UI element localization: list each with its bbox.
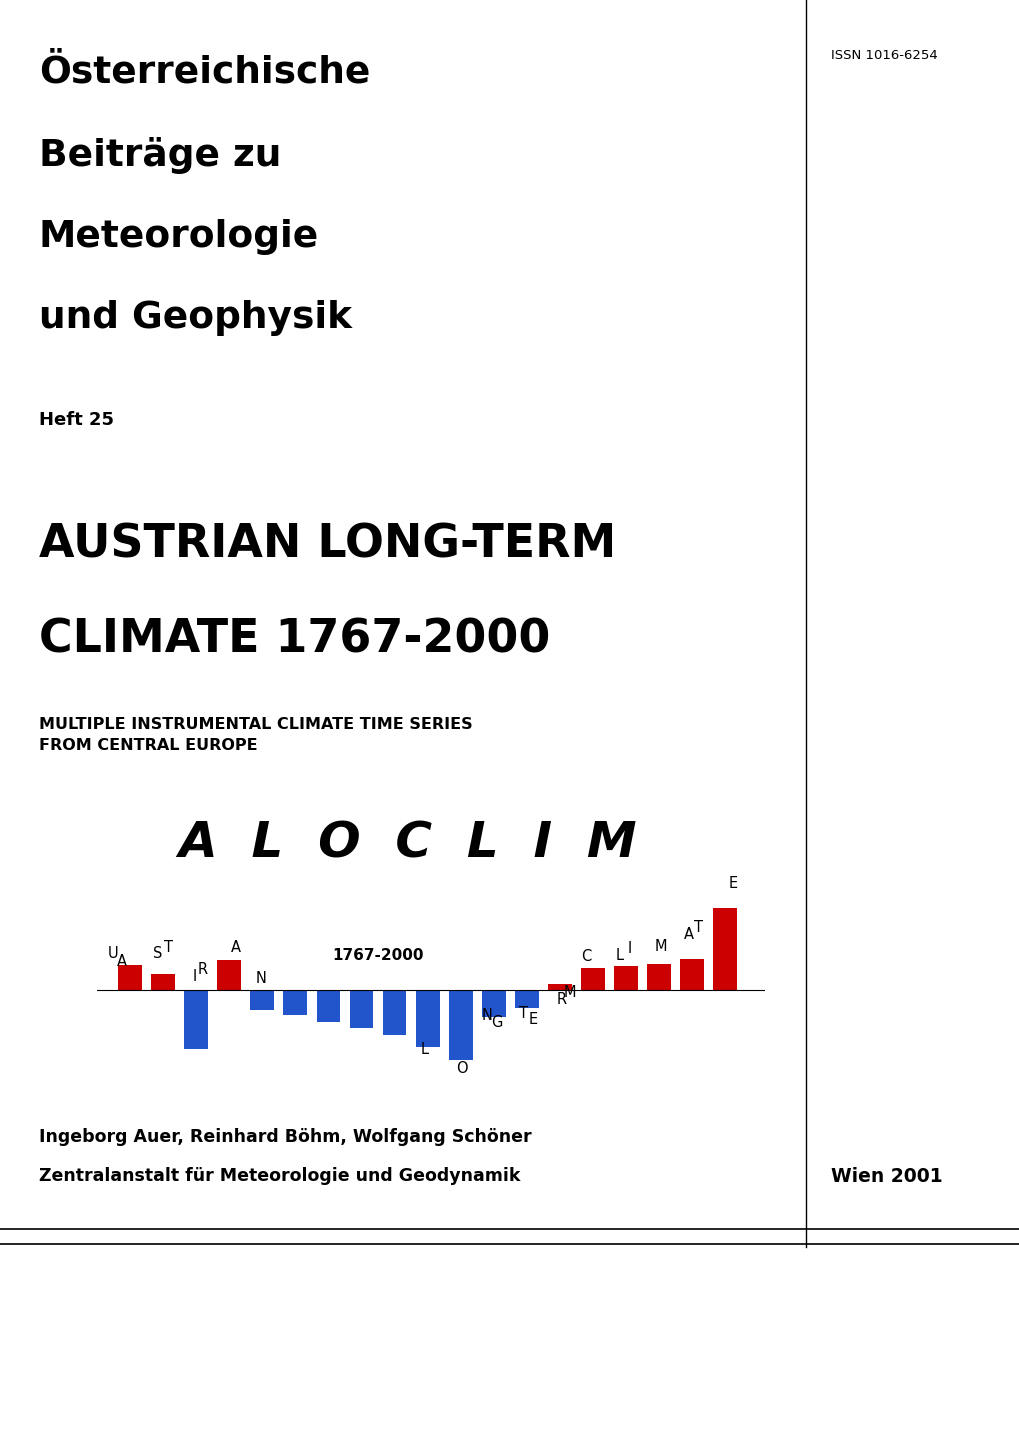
- Bar: [151, 973, 175, 989]
- Text: C: C: [581, 949, 591, 965]
- Text: AUSTRIAN LONG-TERM: AUSTRIAN LONG-TERM: [39, 522, 615, 567]
- Text: U: U: [108, 946, 118, 962]
- Text: A: A: [684, 927, 693, 942]
- Text: L: L: [614, 947, 623, 963]
- Bar: [647, 963, 671, 989]
- Text: M: M: [564, 985, 576, 999]
- Text: Meteorologie: Meteorologie: [39, 219, 319, 255]
- Bar: [382, 989, 407, 1035]
- Text: T: T: [519, 1005, 528, 1021]
- Text: Zentralanstalt für Meteorologie und Geodynamik: Zentralanstalt für Meteorologie und Geod…: [39, 1167, 520, 1184]
- Text: Ingeborg Auer, Reinhard Böhm, Wolfgang Schöner: Ingeborg Auer, Reinhard Böhm, Wolfgang S…: [39, 1128, 531, 1145]
- Text: Österreichische: Österreichische: [39, 55, 370, 91]
- Bar: [613, 966, 637, 989]
- Text: I: I: [627, 942, 631, 956]
- Bar: [481, 989, 505, 1017]
- Text: R: R: [556, 992, 567, 1007]
- Text: I: I: [193, 969, 197, 985]
- Text: MULTIPLE INSTRUMENTAL CLIMATE TIME SERIES
FROM CENTRAL EUROPE: MULTIPLE INSTRUMENTAL CLIMATE TIME SERIE…: [39, 717, 472, 753]
- Text: T: T: [694, 920, 703, 936]
- Bar: [184, 989, 208, 1048]
- Text: M: M: [654, 939, 666, 953]
- Bar: [350, 989, 373, 1028]
- Bar: [118, 965, 142, 989]
- Text: S: S: [153, 946, 163, 962]
- Text: R: R: [198, 962, 208, 978]
- Bar: [581, 968, 604, 989]
- Bar: [547, 985, 572, 989]
- Bar: [217, 960, 240, 989]
- Text: Heft 25: Heft 25: [39, 411, 114, 428]
- Bar: [448, 989, 472, 1060]
- Text: N: N: [255, 972, 266, 986]
- Bar: [283, 989, 307, 1015]
- Text: ISSN 1016-6254: ISSN 1016-6254: [830, 49, 937, 62]
- Bar: [316, 989, 340, 1021]
- Bar: [680, 959, 703, 989]
- Text: T: T: [163, 940, 172, 955]
- Bar: [250, 989, 274, 1011]
- Text: E: E: [729, 875, 738, 891]
- Text: A  L  O  C  L  I  M: A L O C L I M: [178, 819, 637, 867]
- Text: 1767-2000: 1767-2000: [332, 947, 423, 963]
- Bar: [416, 989, 439, 1047]
- Text: Wien 2001: Wien 2001: [830, 1167, 942, 1185]
- Bar: [712, 908, 737, 989]
- Text: Beiträge zu: Beiträge zu: [39, 137, 281, 174]
- Text: A: A: [230, 940, 240, 955]
- Text: L: L: [420, 1041, 428, 1057]
- Text: N: N: [481, 1008, 492, 1022]
- Text: A: A: [116, 955, 126, 969]
- Bar: [515, 989, 538, 1008]
- Text: O: O: [457, 1061, 468, 1076]
- Text: E: E: [528, 1012, 537, 1027]
- Text: CLIMATE 1767-2000: CLIMATE 1767-2000: [39, 617, 549, 662]
- Text: G: G: [491, 1015, 502, 1030]
- Text: und Geophysik: und Geophysik: [39, 300, 352, 336]
